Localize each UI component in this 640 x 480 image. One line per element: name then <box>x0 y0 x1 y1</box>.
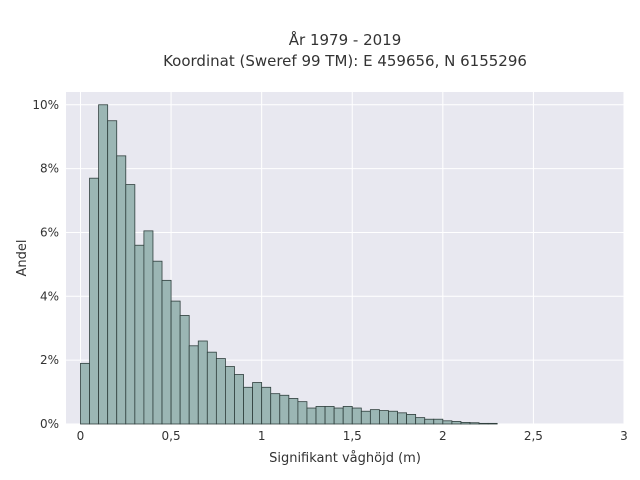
histogram-bar <box>89 177 100 425</box>
y-tick-label: 6% <box>40 225 59 239</box>
histogram-bar <box>397 412 407 425</box>
histogram-bar <box>234 374 244 425</box>
histogram-bar <box>442 420 453 425</box>
histogram-bar <box>415 417 426 425</box>
histogram-bar <box>243 386 254 425</box>
histogram-bar <box>188 345 199 425</box>
histogram-bar <box>469 422 480 425</box>
histogram-bar <box>324 406 335 425</box>
histogram-bar <box>270 393 281 425</box>
histogram-bar <box>306 407 317 425</box>
histogram-bar <box>125 184 136 425</box>
histogram-bar <box>424 418 435 425</box>
chart-title-line1: År 1979 - 2019 <box>289 30 402 49</box>
histogram-bar <box>388 410 398 425</box>
y-tick-label: 10% <box>32 98 59 112</box>
histogram-bar <box>379 410 389 425</box>
bar-layer <box>80 104 498 425</box>
y-tick-label: 0% <box>40 417 59 431</box>
histogram-bar <box>433 418 444 425</box>
histogram-bar <box>315 406 326 425</box>
x-tick-label: 0 <box>77 429 85 443</box>
histogram-bar <box>351 407 362 425</box>
histogram-bar <box>206 351 217 425</box>
histogram-bar <box>215 358 226 425</box>
histogram-bar <box>116 155 127 425</box>
histogram-bar <box>161 279 172 425</box>
histogram-bar <box>225 366 235 425</box>
x-axis-title: Signifikant våghöjd (m) <box>269 451 421 466</box>
histogram-bar <box>143 230 154 425</box>
histogram-bar <box>134 244 145 425</box>
x-tick-label: 2 <box>439 429 447 443</box>
y-axis-title: Andel <box>15 240 30 277</box>
histogram-bar <box>261 386 272 425</box>
histogram-bar <box>279 394 290 425</box>
histogram-bar <box>487 422 498 425</box>
y-tick-label: 8% <box>40 162 59 176</box>
histogram-bar <box>80 362 90 425</box>
histogram-bar <box>333 407 344 425</box>
histogram-bar <box>360 410 371 425</box>
tick-labels: 0 0,5 1 1,5 2 2,5 3 0% 2% 4% 6% 8% 10% <box>32 98 627 443</box>
histogram-bar <box>197 340 208 425</box>
histogram-bar <box>107 120 118 425</box>
histogram-bar <box>288 398 299 425</box>
histogram-bar <box>451 421 462 425</box>
x-tick-label: 2,5 <box>524 429 543 443</box>
x-tick-label: 1 <box>258 429 266 443</box>
histogram-bar <box>179 315 190 425</box>
histogram-bar <box>98 104 109 425</box>
x-tick-label: 1,5 <box>343 429 362 443</box>
histogram-bar <box>252 382 263 425</box>
x-tick-label: 3 <box>620 429 628 443</box>
histogram-bar <box>297 401 308 425</box>
chart-title-line2: Koordinat (Sweref 99 TM): E 459656, N 61… <box>163 52 527 70</box>
x-tick-label: 0,5 <box>162 429 181 443</box>
histogram-bar <box>170 300 181 425</box>
histogram-bar <box>478 422 489 425</box>
histogram-bar <box>152 260 163 425</box>
y-tick-label: 4% <box>40 289 59 303</box>
histogram-bar <box>460 422 471 425</box>
histogram-bar <box>342 406 353 425</box>
histogram-bar <box>406 414 417 425</box>
histogram-bar <box>369 409 380 425</box>
y-tick-label: 2% <box>40 353 59 367</box>
